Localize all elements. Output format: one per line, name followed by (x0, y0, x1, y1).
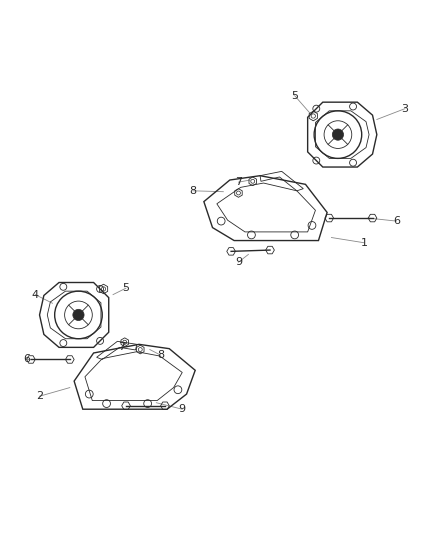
Text: 2: 2 (36, 391, 43, 401)
Text: 8: 8 (157, 350, 164, 360)
Text: 6: 6 (23, 354, 30, 365)
Text: 5: 5 (123, 283, 130, 293)
Text: 9: 9 (179, 404, 186, 414)
Text: 7: 7 (118, 342, 125, 351)
Text: 5: 5 (291, 91, 298, 101)
Text: 3: 3 (402, 103, 409, 114)
Text: 8: 8 (190, 186, 197, 196)
Text: 7: 7 (235, 177, 242, 187)
Text: 1: 1 (360, 238, 367, 248)
Text: 9: 9 (235, 257, 242, 267)
Text: 4: 4 (32, 289, 39, 300)
Circle shape (73, 309, 84, 320)
Circle shape (332, 129, 343, 140)
Text: 6: 6 (393, 216, 400, 226)
